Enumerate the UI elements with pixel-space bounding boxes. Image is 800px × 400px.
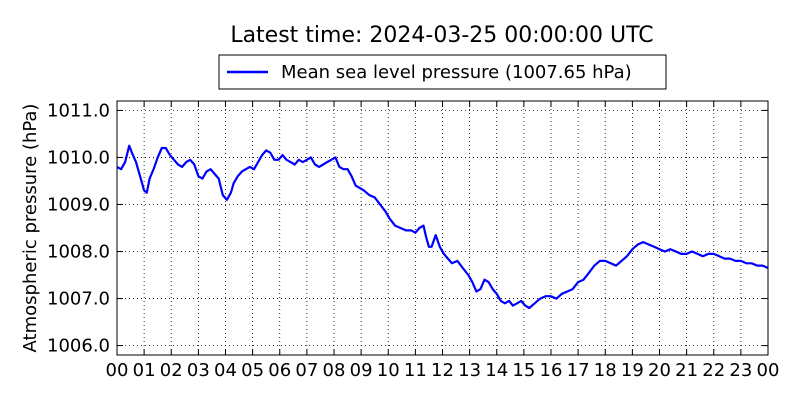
x-tick-label: 11	[404, 360, 427, 381]
x-tick-label: 22	[702, 360, 725, 381]
x-tick-label: 03	[187, 360, 210, 381]
y-tick-label: 1009.0	[47, 194, 110, 215]
y-tick-label: 1008.0	[47, 242, 110, 263]
y-axis-label: Atmospheric pressure (hPa)	[20, 104, 41, 353]
x-tick-label: 18	[594, 360, 617, 381]
x-tick-label: 17	[567, 360, 590, 381]
chart-title: Latest time: 2024-03-25 00:00:00 UTC	[230, 23, 653, 48]
x-tick-label: 05	[241, 360, 264, 381]
x-tick-label: 20	[648, 360, 671, 381]
x-tick-label: 00	[757, 360, 780, 381]
x-tick-label: 15	[512, 360, 535, 381]
x-tick-label: 12	[431, 360, 454, 381]
series-line-pressure	[116, 144, 769, 310]
x-tick-label: 23	[729, 360, 752, 381]
y-axis-ticks: 1006.0 1007.0 1008.0 1009.0 1010.0 1011.0	[47, 100, 768, 357]
x-tick-label: 06	[268, 360, 291, 381]
x-tick-label: 14	[485, 360, 508, 381]
y-tick-label: 1010.0	[47, 147, 110, 168]
x-axis-ticks: 00 01 02 03 04 05 06 07 08 09 10 11 12 13 14 15 16 17 18 19…	[106, 101, 780, 381]
y-tick-label: 1007.0	[47, 289, 110, 310]
x-tick-label: 09	[350, 360, 373, 381]
x-tick-label: 01	[133, 360, 156, 381]
x-tick-label: 04	[214, 360, 237, 381]
x-tick-label: 10	[377, 360, 400, 381]
x-tick-label: 19	[621, 360, 644, 381]
legend-box	[218, 54, 667, 90]
x-tick-label: 00	[106, 360, 129, 381]
x-tick-label: 08	[323, 360, 346, 381]
y-tick-label: 1006.0	[47, 336, 110, 357]
x-tick-label: 16	[540, 360, 563, 381]
x-tick-label: 21	[675, 360, 698, 381]
grid	[117, 101, 768, 355]
plot-frame	[116, 100, 769, 356]
x-tick-label: 13	[458, 360, 481, 381]
y-tick-label: 1011.0	[47, 100, 110, 121]
series-layer	[116, 144, 769, 310]
legend-entry: Mean sea level pressure (1007.65 hPa)	[281, 62, 632, 83]
x-tick-label: 07	[295, 360, 318, 381]
x-tick-label: 02	[160, 360, 183, 381]
legend: Mean sea level pressure (1007.65 hPa)	[218, 54, 667, 90]
